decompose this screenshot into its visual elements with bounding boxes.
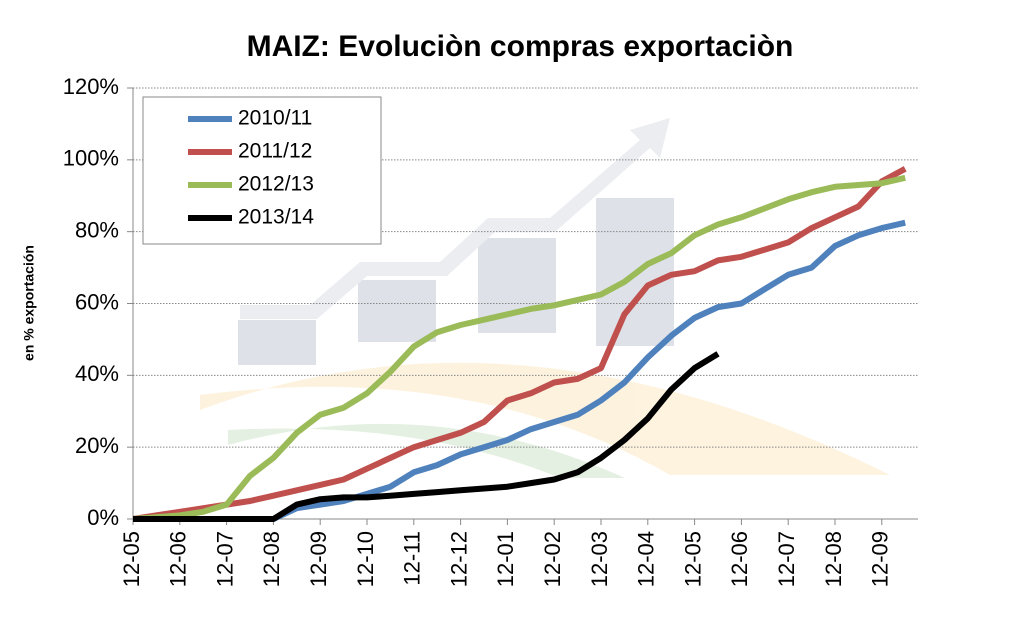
series-line [132,166,907,522]
x-tick-label: 12-05 [119,531,144,587]
y-tick-label: 100% [63,146,119,171]
watermark-bar [358,280,436,342]
y-tick-label: 0% [87,505,119,530]
y-tick-label: 20% [75,433,119,458]
y-tick-label: 40% [75,361,119,386]
legend-label: 2012/13 [238,173,314,196]
watermark [200,118,890,478]
x-tick-label: 12-06 [166,531,191,587]
x-tick-label: 12-05 [680,531,705,587]
x-tick-label: 12-08 [259,531,284,587]
x-tick-label: 12-03 [587,531,612,587]
chart-title: MAIZ: Evoluciòn compras exportaciòn [247,30,794,63]
y-tick-label: 80% [75,217,119,242]
legend-label: 2013/14 [238,206,314,229]
legend-label: 2010/11 [238,107,312,130]
series-line [133,351,720,522]
x-tick-label: 12-04 [634,531,659,587]
x-tick-label: 12-07 [212,531,237,587]
y-tick-label: 120% [63,74,119,99]
x-tick-label: 12-07 [774,531,799,587]
x-tick-label: 12-12 [446,531,471,587]
x-tick-label: 12-11 [400,531,425,586]
x-tick-label: 12-08 [821,531,846,587]
y-tick-label: 60% [75,289,119,314]
y-axis-label: en % exportación [21,245,37,361]
x-tick-label: 12-01 [493,531,518,587]
watermark-bar [238,320,316,365]
x-tick-label: 12-09 [306,531,331,587]
legend: 2010/11 2011/12 2012/13 2013/14 [142,96,382,245]
watermark-arc [228,423,625,478]
x-tick-label: 12-06 [727,531,752,587]
legend-box [142,96,382,245]
series-line [132,174,906,522]
x-tick-label: 12-09 [868,531,893,587]
x-tick-label: 12-02 [540,531,565,587]
watermark-arc [200,362,890,475]
legend-label: 2011/12 [238,140,312,163]
x-tick-label: 12-10 [353,531,378,587]
